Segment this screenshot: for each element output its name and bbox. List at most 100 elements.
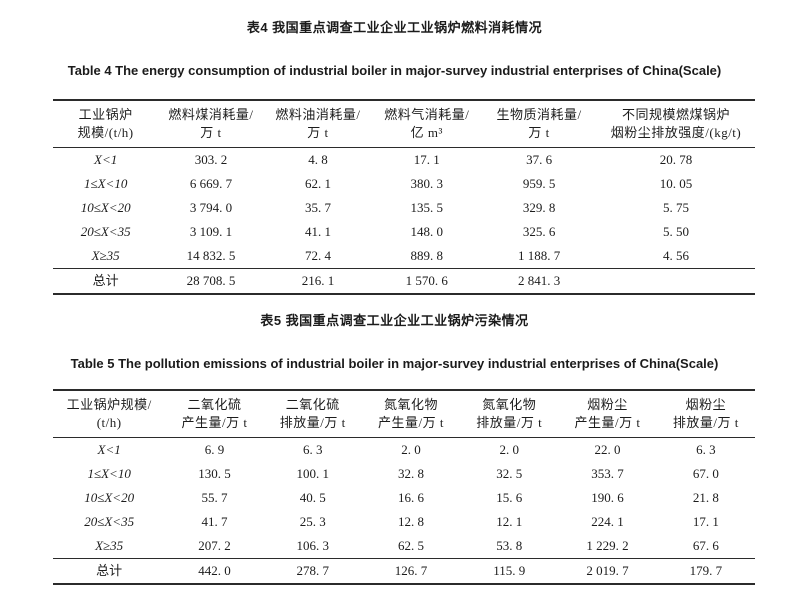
table4-header-coal-consumption: 燃料煤消耗量/ 万 t — [158, 100, 263, 148]
header-line1: 烟粉尘 — [587, 397, 628, 412]
cell-value: 135. 5 — [410, 200, 444, 215]
table4-total-row: 总计 28 708. 5 216. 1 1 570. 6 2 841. 3 — [53, 268, 755, 295]
table5-title-en: Table 5 The pollution emissions of indus… — [70, 356, 719, 371]
cell-value — [597, 269, 755, 295]
header-line2: 万 t — [528, 125, 550, 140]
table5-title-zh: 表5 我国重点调查工业企业工业锅炉污染情况 — [260, 313, 529, 328]
cell-value: 4. 56 — [663, 248, 689, 263]
table5-header-dust-emitted: 烟粉尘 排放量/万 t — [657, 390, 755, 438]
cell-value: 32. 8 — [397, 466, 424, 481]
header-line2: 排放量/万 t — [279, 415, 346, 430]
header-line2: 产生量/万 t — [574, 415, 641, 430]
table4-header-row: 工业锅炉 规模/(t/h) 燃料煤消耗量/ 万 t 燃料油消耗量/ 万 t 燃料… — [53, 100, 755, 148]
table5-data-row: X≥35 207. 2 106. 3 62. 5 53. 8 1 229. 2 67. 6 — [53, 534, 755, 559]
header-line1: 不同规模燃煤锅炉 — [622, 107, 731, 122]
cell-value: 16. 6 — [397, 490, 424, 505]
cell-value: 35. 7 — [304, 200, 331, 215]
cell-value: 32. 5 — [496, 466, 523, 481]
table4-header: 工业锅炉 规模/(t/h) 燃料煤消耗量/ 万 t 燃料油消耗量/ 万 t 燃料… — [53, 100, 755, 148]
table4-header-gas-consumption: 燃料气消耗量/ 亿 m³ — [372, 100, 481, 148]
cell-value: 130. 5 — [198, 466, 231, 481]
row-label: X≥35 — [95, 538, 124, 553]
table4-data-row: 20≤X<35 3 109. 1 41. 1 148. 0 325. 6 5. 50 — [53, 220, 755, 244]
cell-value: 53. 8 — [496, 538, 523, 553]
table5-header-boiler-scale: 工业锅炉规模/ (t/h) — [53, 390, 165, 438]
cell-value: 1 229. 2 — [586, 538, 629, 553]
cell-value: 224. 1 — [591, 514, 624, 529]
cell-value: 106. 3 — [296, 538, 329, 553]
cell-value: 959. 5 — [522, 176, 556, 191]
cell-value: 17. 1 — [413, 152, 440, 167]
header-line2: 烟粉尘排放强度/(kg/t) — [610, 125, 742, 140]
table4-header-boiler-scale: 工业锅炉 规模/(t/h) — [53, 100, 158, 148]
table4-header-biomass-consumption: 生物质消耗量/ 万 t — [481, 100, 597, 148]
header-line1: 烟粉尘 — [685, 397, 727, 412]
cell-value: 2. 0 — [401, 442, 421, 457]
header-line2: (t/h) — [96, 415, 122, 430]
table4-body: X<1 303. 2 4. 8 17. 1 37. 6 20. 78 1≤X<10 6 669… — [53, 148, 755, 295]
table5-header: 工业锅炉规模/ (t/h) 二氧化硫 产生量/万 t 二氧化硫 排放量/万 t … — [53, 390, 755, 438]
cell-value: 21. 8 — [692, 490, 719, 505]
row-label: 1≤X<10 — [83, 176, 128, 191]
cell-value: 179. 7 — [689, 563, 723, 578]
table4-header-oil-consumption: 燃料油消耗量/ 万 t — [264, 100, 373, 148]
header-line1: 燃料油消耗量/ — [275, 107, 361, 122]
cell-value: 37. 6 — [526, 152, 553, 167]
cell-value: 115. 9 — [493, 563, 526, 578]
table4: 工业锅炉 规模/(t/h) 燃料煤消耗量/ 万 t 燃料油消耗量/ 万 t 燃料… — [53, 99, 755, 295]
header-line1: 燃料煤消耗量/ — [168, 107, 254, 122]
cell-value: 325. 6 — [522, 224, 556, 239]
header-line1: 工业锅炉 — [78, 107, 133, 122]
table4-header-dust-intensity: 不同规模燃煤锅炉 烟粉尘排放强度/(kg/t) — [597, 100, 755, 148]
table4-data-row: X≥35 14 832. 5 72. 4 889. 8 1 188. 7 4. 56 — [53, 244, 755, 269]
table5-data-row: 10≤X<20 55. 7 40. 5 16. 6 15. 6 190. 6 21. 8 — [53, 486, 755, 510]
cell-value: 12. 1 — [496, 514, 523, 529]
table5-header-row: 工业锅炉规模/ (t/h) 二氧化硫 产生量/万 t 二氧化硫 排放量/万 t … — [53, 390, 755, 438]
table5-header-nox-generated: 氮氧化物 产生量/万 t — [362, 390, 460, 438]
table4-data-row: X<1 303. 2 4. 8 17. 1 37. 6 20. 78 — [53, 148, 755, 173]
table5-header-so2-emitted: 二氧化硫 排放量/万 t — [264, 390, 362, 438]
cell-value: 14 832. 5 — [186, 248, 236, 263]
header-line1: 燃料气消耗量/ — [384, 107, 470, 122]
table5-total-row: 总计 442. 0 278. 7 126. 7 115. 9 2 019. 7 179. 7 — [53, 558, 755, 585]
table4-title-zh: 表4 我国重点调查工业企业工业锅炉燃料消耗情况 — [246, 20, 543, 35]
header-line1: 生物质消耗量/ — [496, 107, 582, 122]
cell-value: 2 841. 3 — [517, 273, 561, 288]
row-label: 10≤X<20 — [84, 490, 135, 505]
header-line2: 产生量/万 t — [181, 415, 248, 430]
cell-value: 12. 8 — [397, 514, 424, 529]
cell-value: 10. 05 — [659, 176, 693, 191]
row-label: 总计 — [92, 273, 119, 288]
cell-value: 6 669. 7 — [189, 176, 233, 191]
cell-value: 15. 6 — [496, 490, 523, 505]
cell-value: 55. 7 — [201, 490, 228, 505]
cell-value: 6. 3 — [302, 442, 323, 457]
row-label: 总计 — [96, 563, 123, 578]
cell-value: 207. 2 — [198, 538, 231, 553]
cell-value: 28 708. 5 — [186, 273, 236, 288]
table5-header-dust-generated: 烟粉尘 产生量/万 t — [558, 390, 656, 438]
cell-value: 126. 7 — [394, 563, 428, 578]
row-label: X<1 — [94, 152, 118, 167]
table5-body: X<1 6. 9 6. 3 2. 0 2. 0 22. 0 6. 3 1≤X<10 130. 5… — [53, 438, 755, 585]
cell-value: 329. 8 — [522, 200, 556, 215]
cell-value: 190. 6 — [591, 490, 624, 505]
table5-data-row: 1≤X<10 130. 5 100. 1 32. 8 32. 5 353. 7 67. 0 — [53, 462, 755, 486]
cell-value: 380. 3 — [410, 176, 444, 191]
row-label: 20≤X<35 — [80, 224, 131, 239]
cell-value: 216. 1 — [301, 273, 335, 288]
cell-value: 1 188. 7 — [517, 248, 561, 263]
cell-value: 442. 0 — [198, 563, 231, 578]
table4-data-row: 10≤X<20 3 794. 0 35. 7 135. 5 329. 8 5. 75 — [53, 196, 755, 220]
cell-value: 62. 5 — [397, 538, 424, 553]
table5: 工业锅炉规模/ (t/h) 二氧化硫 产生量/万 t 二氧化硫 排放量/万 t … — [53, 389, 755, 585]
cell-value: 2 019. 7 — [586, 563, 629, 578]
cell-value: 1 570. 6 — [405, 273, 448, 288]
cell-value: 303. 2 — [194, 152, 228, 167]
cell-value: 353. 7 — [591, 466, 624, 481]
header-line2: 规模/(t/h) — [77, 125, 134, 140]
cell-value: 5. 75 — [663, 200, 689, 215]
cell-value: 4. 8 — [308, 152, 328, 167]
cell-value: 3 109. 1 — [189, 224, 233, 239]
